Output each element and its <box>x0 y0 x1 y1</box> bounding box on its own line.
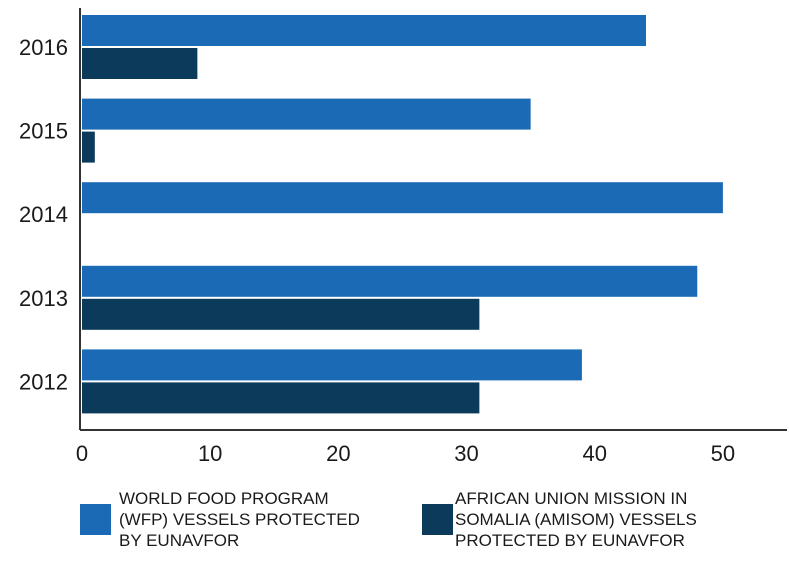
x-tick-label-0: 0 <box>76 441 88 466</box>
legend-label-wfp-line-1: WORLD FOOD PROGRAM <box>119 489 329 508</box>
x-tick-labels: 0 10 20 30 40 50 <box>76 441 735 466</box>
bar-amisom-2016 <box>82 48 198 79</box>
x-tick-label-50: 50 <box>711 441 735 466</box>
bar-wfp-2012 <box>82 349 582 381</box>
bar-amisom-2012 <box>82 382 480 414</box>
y-tick-label-2016: 2016 <box>19 35 68 60</box>
y-tick-label-2013: 2013 <box>19 286 68 311</box>
legend-label-amisom-line-3: PROTECTED BY EUNAVFOR <box>455 531 685 550</box>
bar-wfp-2016 <box>82 15 646 46</box>
legend-label-amisom-line-1: AFRICAN UNION MISSION IN <box>455 489 688 508</box>
legend-label-wfp: WORLD FOOD PROGRAM (WFP) VESSELS PROTECT… <box>119 488 360 551</box>
y-tick-labels: 2016 2015 2014 2013 2012 <box>19 35 68 394</box>
bars-group <box>82 15 723 414</box>
bar-wfp-2015 <box>82 98 531 130</box>
y-tick-label-2012: 2012 <box>19 369 68 394</box>
legend-item-amisom: AFRICAN UNION MISSION IN SOMALIA (AMISOM… <box>422 488 762 551</box>
x-tick-label-40: 40 <box>582 441 606 466</box>
x-tick-label-10: 10 <box>198 441 222 466</box>
x-tick-label-30: 30 <box>454 441 478 466</box>
legend-label-amisom-line-2: SOMALIA (AMISOM) VESSELS <box>455 510 697 529</box>
bar-amisom-2015 <box>82 131 95 163</box>
bar-wfp-2014 <box>82 182 723 214</box>
legend-swatch-amisom <box>422 504 453 535</box>
y-tick-label-2014: 2014 <box>19 202 68 227</box>
x-tick-label-20: 20 <box>326 441 350 466</box>
legend-label-wfp-line-3: BY EUNAVFOR <box>119 531 240 550</box>
y-tick-label-2015: 2015 <box>19 119 68 144</box>
legend-label-amisom: AFRICAN UNION MISSION IN SOMALIA (AMISOM… <box>455 488 697 551</box>
legend-label-wfp-line-2: (WFP) VESSELS PROTECTED <box>119 510 360 529</box>
legend-item-wfp: WORLD FOOD PROGRAM (WFP) VESSELS PROTECT… <box>80 488 400 551</box>
bar-wfp-2013 <box>82 265 698 297</box>
bar-amisom-2013 <box>82 298 480 330</box>
legend-swatch-wfp <box>80 504 111 535</box>
bar-chart: 2016 2015 2014 2013 2012 0 10 20 30 40 50 <box>19 8 787 466</box>
